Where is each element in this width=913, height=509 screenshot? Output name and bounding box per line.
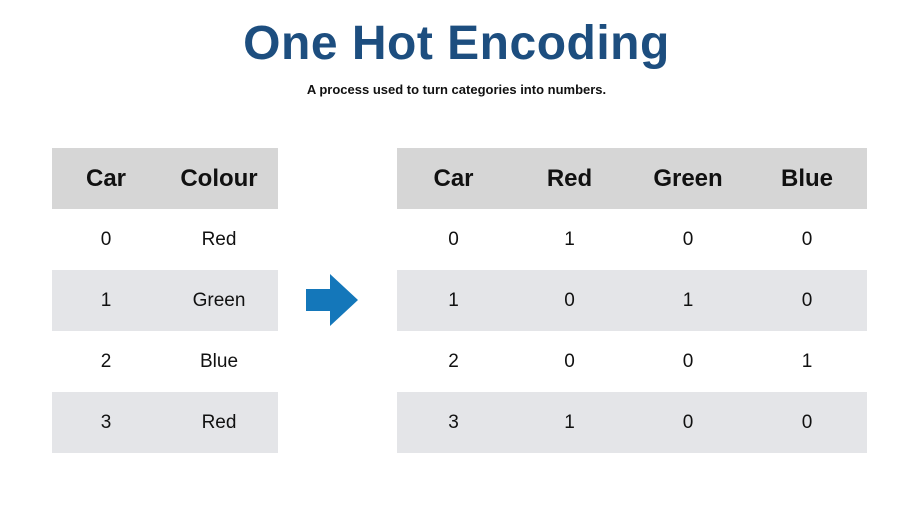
cell-colour: Blue — [199, 350, 239, 372]
cell-car: 3 — [100, 411, 112, 433]
header-car: Car — [397, 148, 510, 209]
cell-car: 2 — [448, 350, 459, 372]
header-green: Green — [629, 148, 747, 209]
table-row: 0 Red — [52, 209, 278, 270]
cell-blue: 0 — [801, 228, 813, 250]
cell-red: 1 — [564, 411, 575, 433]
cell-car: 1 — [448, 289, 459, 311]
header-row: Car Red Green Blue — [397, 148, 867, 209]
page-subtitle: A process used to turn categories into n… — [306, 82, 607, 97]
cell-blue: 1 — [801, 350, 813, 372]
cell-car: 0 — [448, 228, 459, 250]
cell-red: 1 — [564, 228, 575, 250]
cell-blue: 0 — [801, 411, 813, 433]
cell-red: 0 — [564, 289, 575, 311]
header-car: Car — [52, 148, 160, 209]
header-blue: Blue — [747, 148, 867, 209]
header-colour: Colour — [160, 148, 278, 209]
table-row: 3 1 0 0 — [397, 392, 867, 453]
one-hot-table: Car Red Green Blue 0 1 0 0 1 0 1 0 2 0 — [397, 148, 867, 453]
cell-colour: Red — [201, 411, 237, 433]
cell-colour: Red — [201, 228, 237, 250]
arrow-right-icon — [306, 274, 358, 326]
table-row: 3 Red — [52, 392, 278, 453]
table-row: 2 Blue — [52, 331, 278, 392]
cell-car: 2 — [100, 350, 112, 372]
table-row: 2 0 0 1 — [397, 331, 867, 392]
cell-red: 0 — [564, 350, 575, 372]
header-red: Red — [510, 148, 629, 209]
cell-car: 3 — [448, 411, 459, 433]
table-row: 1 0 1 0 — [397, 270, 867, 331]
cell-green: 0 — [682, 350, 694, 372]
cell-green: 1 — [682, 289, 694, 311]
table-row: 1 Green — [52, 270, 278, 331]
cell-car: 1 — [100, 289, 112, 311]
cell-colour: Green — [192, 289, 246, 311]
cell-car: 0 — [100, 228, 112, 250]
header-row: Car Colour — [52, 148, 278, 209]
cell-green: 0 — [682, 228, 694, 250]
cell-blue: 0 — [801, 289, 813, 311]
table-row: 0 1 0 0 — [397, 209, 867, 270]
page-title: One Hot Encoding — [243, 17, 670, 70]
categorical-table: Car Colour 0 Red 1 Green 2 Blue 3 Red — [52, 148, 278, 453]
cell-green: 0 — [682, 411, 694, 433]
